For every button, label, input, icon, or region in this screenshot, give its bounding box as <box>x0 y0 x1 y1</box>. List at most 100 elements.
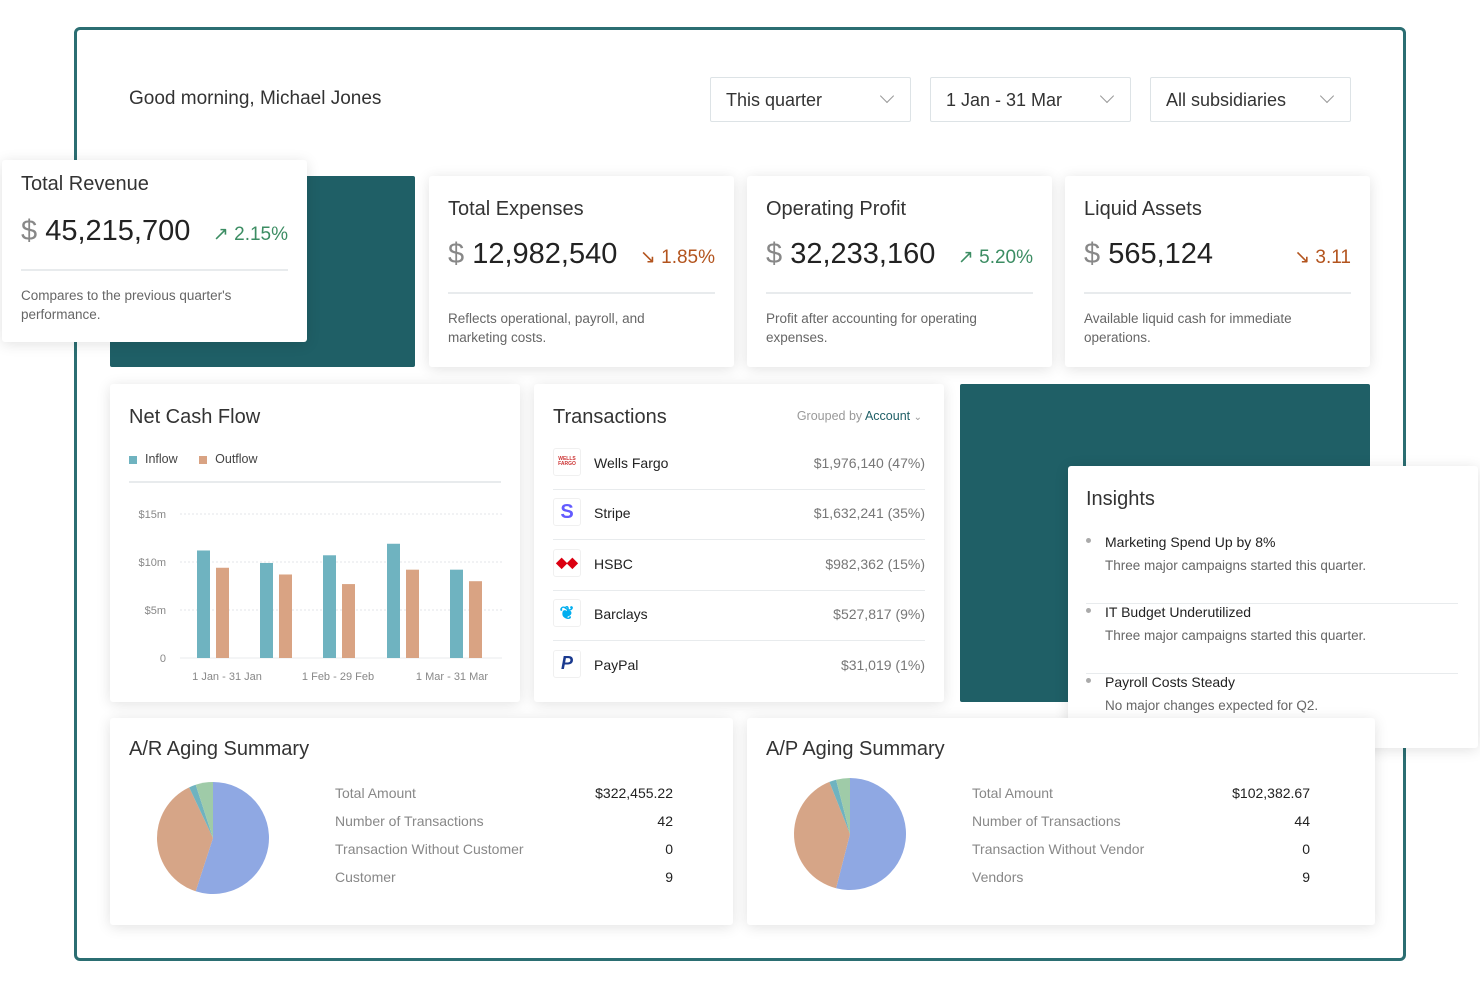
x-tick-label: 1 Jan - 31 Jan <box>192 671 262 683</box>
net-cash-flow-card: Net Cash Flow Inflow Outflow 0 $5m $10m $15… <box>110 384 520 702</box>
pie-slice <box>836 778 850 834</box>
account-amount: $31,019 (1%) <box>840 656 925 673</box>
transaction-row[interactable]: WELLS FARGO Wells Fargo $1,976,140 (47%) <box>553 440 925 490</box>
card-title: A/P Aging Summary <box>766 738 945 760</box>
pie-slice <box>829 779 850 834</box>
insights-overlay <box>1068 466 1478 748</box>
wells-fargo-logo-icon: WELLS FARGO <box>553 448 581 476</box>
stat-label: Number of Transactions <box>972 813 1121 829</box>
insight-title: Marketing Spend Up by 8% <box>1105 534 1276 550</box>
ap-pie-chart <box>794 778 906 890</box>
arrow-up-right-icon: ↗ <box>957 247 974 268</box>
stat-value: 0 <box>1302 841 1310 857</box>
account-name: PayPal <box>594 656 639 673</box>
legend-inflow: Inflow <box>129 452 178 466</box>
account-amount: $982,362 (15%) <box>825 555 925 572</box>
kpi-amount: 32,233,160 <box>790 238 936 270</box>
subsidiary-dropdown[interactable]: All subsidiaries <box>1150 77 1351 122</box>
paypal-logo-icon: P <box>553 649 581 678</box>
kpi-change-value: 2.15% <box>234 224 288 245</box>
stat-label: Total Amount <box>335 785 416 801</box>
outflow-bar[interactable] <box>342 584 355 658</box>
account-name: Wells Fargo <box>594 455 669 471</box>
greeting: Good morning, Michael Jones <box>129 88 382 109</box>
transaction-row[interactable]: S Stripe $1,632,241 (35%) <box>553 490 925 541</box>
inflow-bar[interactable] <box>197 550 210 658</box>
card-title: Transactions <box>553 406 667 428</box>
inflow-bar[interactable] <box>387 543 400 658</box>
kpi-title: Liquid Assets <box>1084 198 1202 220</box>
stat-label: Transaction Without Vendor <box>972 841 1145 857</box>
stat-value: 0 <box>665 841 673 857</box>
card-title: A/R Aging Summary <box>129 738 310 760</box>
inflow-bar[interactable] <box>450 569 463 658</box>
legend: Inflow Outflow <box>129 452 258 466</box>
x-tick-label: 1 Mar - 31 Mar <box>416 671 488 683</box>
kpi-title: Total Revenue <box>21 173 149 195</box>
legend-outflow: Outflow <box>199 452 258 466</box>
y-tick-label: 0 <box>160 653 166 665</box>
bullet-icon <box>1086 608 1091 613</box>
inflow-bar[interactable] <box>323 555 336 658</box>
dropdown-label: All subsidiaries <box>1166 90 1287 110</box>
outflow-bar[interactable] <box>469 581 482 658</box>
dropdown-label: 1 Jan - 31 Mar <box>946 90 1063 110</box>
stat-label: Total Amount <box>972 785 1053 801</box>
inflow-bar[interactable] <box>260 562 273 658</box>
outflow-bar[interactable] <box>216 567 229 658</box>
kpi-amount: 45,215,700 <box>45 215 191 247</box>
kpi-card: Total Revenue $ 45,215,700 ↗ 2.15% Compa… <box>2 160 307 342</box>
pie-slice <box>794 781 850 889</box>
insights-card: Insights Marketing Spend Up by 8% Three … <box>1068 466 1478 748</box>
cash-flow-chart: 0 $5m $10m $15m 1 Jan - 31 Jan 1 Feb - 29 Feb… <box>138 509 502 683</box>
group-by-dropdown[interactable]: Grouped by Account ⌄ <box>797 409 922 423</box>
kpi-card: Liquid Assets $ 565,124 ↘ 3.11 Available… <box>1065 176 1370 367</box>
date-range-dropdown[interactable]: 1 Jan - 31 Mar <box>930 77 1131 122</box>
y-tick-label: $5m <box>145 605 166 617</box>
legend-label: Outflow <box>215 452 258 466</box>
outflow-bar[interactable] <box>406 569 419 658</box>
stat-label: Transaction Without Customer <box>335 841 524 857</box>
transaction-row[interactable]: ❦ Barclays $527,817 (9%) <box>553 591 925 642</box>
dropdown-label: This quarter <box>726 90 823 110</box>
transaction-row[interactable]: ◆◆ HSBC $982,362 (15%) <box>553 541 925 591</box>
kpi-description: Compares to the previous quarter's perfo… <box>21 288 232 322</box>
y-tick-label: $15m <box>138 509 166 521</box>
divider <box>766 292 1033 294</box>
stat-value: 9 <box>665 869 673 885</box>
account-amount: $1,632,241 (35%) <box>813 505 925 522</box>
chevron-down-icon <box>1319 88 1335 104</box>
kpi-amount: 565,124 <box>1108 238 1214 270</box>
chevron-down-icon <box>1099 88 1115 104</box>
y-tick-label: $10m <box>138 557 166 569</box>
kpi-title: Total Expenses <box>448 198 584 220</box>
kpi-value: $ 565,124 <box>1084 238 1213 271</box>
pie-slice <box>189 784 213 838</box>
stat-label: Number of Transactions <box>335 813 484 829</box>
inflow-swatch <box>129 455 137 464</box>
kpi-value: $ 45,215,700 <box>21 215 190 248</box>
outflow-bar[interactable] <box>279 574 292 658</box>
period-dropdown[interactable]: This quarter <box>710 77 911 122</box>
insight-description: Three major campaigns started this quart… <box>1105 558 1367 573</box>
card-title: Net Cash Flow <box>129 406 261 428</box>
transaction-row[interactable]: P PayPal $31,019 (1%) <box>553 642 925 692</box>
insight-title: IT Budget Underutilized <box>1105 604 1252 620</box>
group-by-value: Account <box>864 409 911 423</box>
arrow-down-right-icon: ↘ <box>1294 247 1311 268</box>
kpi-amount: 12,982,540 <box>472 238 618 270</box>
card-title: Insights <box>1086 488 1155 510</box>
arrow-down-right-icon: ↘ <box>639 247 656 268</box>
kpi-value: $ 32,233,160 <box>766 238 935 271</box>
stat-value: $102,382.67 <box>1232 785 1310 801</box>
stat-label: Vendors <box>972 869 1024 885</box>
account-amount: $527,817 (9%) <box>833 606 925 623</box>
kpi-change-value: 1.85% <box>661 247 715 268</box>
insight-item: Payroll Costs Steady No major changes ex… <box>1086 674 1458 744</box>
pie-slice <box>195 782 269 894</box>
chevron-down-icon: ⌄ <box>913 412 922 423</box>
kpi-description: Available liquid cash for immediate oper… <box>1084 311 1292 345</box>
ap-aging-card: A/P Aging Summary <box>747 718 1375 925</box>
currency-symbol: $ <box>448 238 465 270</box>
account-name: Stripe <box>594 505 631 522</box>
